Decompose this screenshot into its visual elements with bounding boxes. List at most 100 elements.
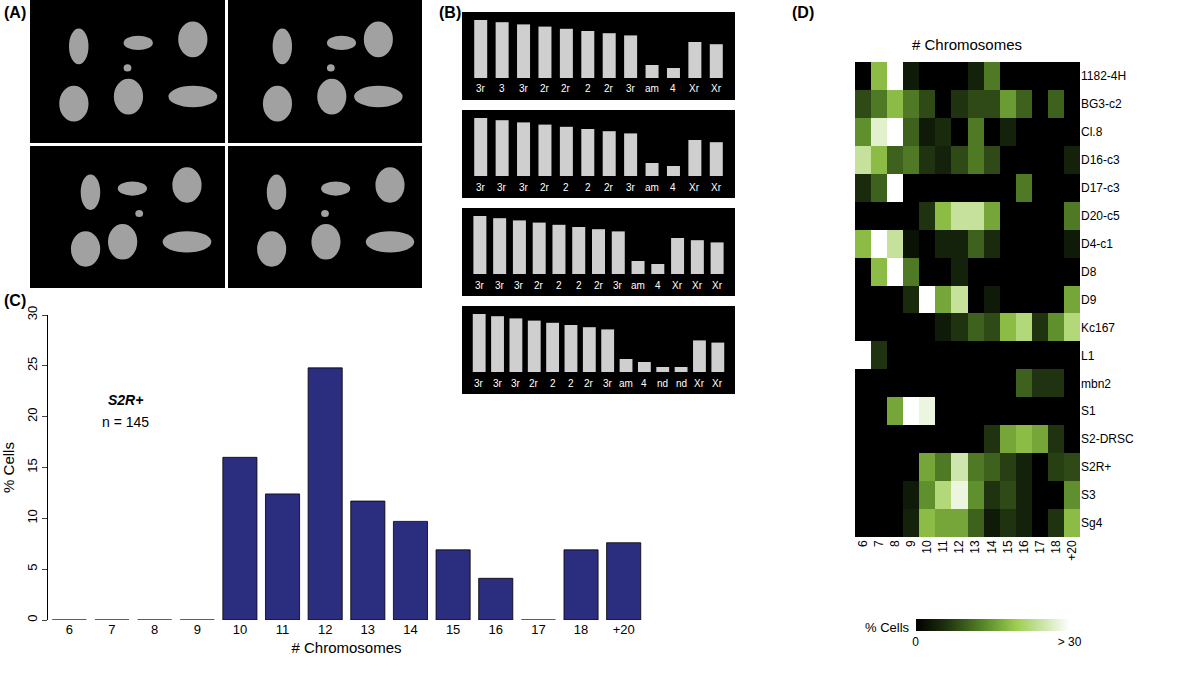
- svg-text:14: 14: [985, 540, 999, 554]
- svg-text:2r: 2r: [534, 280, 544, 291]
- svg-text:9: 9: [194, 622, 201, 637]
- svg-text:2: 2: [556, 280, 562, 291]
- svg-text:(A): (A): [4, 4, 26, 21]
- svg-text:13: 13: [361, 622, 375, 637]
- svg-text:30: 30: [25, 306, 40, 320]
- svg-text:2r: 2r: [529, 378, 539, 389]
- svg-text:3r: 3r: [495, 280, 505, 291]
- svg-text:2: 2: [585, 83, 591, 94]
- svg-text:S2R+: S2R+: [1081, 460, 1111, 474]
- svg-text:S2-DRSC: S2-DRSC: [1081, 432, 1134, 446]
- svg-text:am: am: [631, 280, 645, 291]
- svg-text:Xr: Xr: [692, 280, 703, 291]
- svg-text:2: 2: [585, 182, 591, 193]
- svg-text:3r: 3r: [497, 182, 507, 193]
- svg-text:2: 2: [563, 182, 569, 193]
- svg-text:2r: 2r: [604, 182, 614, 193]
- svg-text:3r: 3r: [475, 280, 485, 291]
- svg-text:Xr: Xr: [689, 83, 700, 94]
- svg-text:15: 15: [1001, 540, 1015, 554]
- svg-text:1182-4H: 1182-4H: [1081, 69, 1126, 83]
- svg-text:Xr: Xr: [711, 83, 722, 94]
- svg-text:3r: 3r: [603, 378, 613, 389]
- svg-text:15: 15: [446, 622, 460, 637]
- svg-text:3r: 3r: [511, 378, 521, 389]
- svg-text:6: 6: [66, 622, 73, 637]
- svg-text:n = 145: n = 145: [102, 414, 149, 430]
- svg-text:Sg4: Sg4: [1081, 516, 1103, 530]
- svg-text:2r: 2r: [604, 83, 614, 94]
- svg-text:9: 9: [904, 540, 918, 547]
- svg-text:4: 4: [670, 83, 676, 94]
- svg-text:14: 14: [403, 622, 417, 637]
- svg-text:3r: 3r: [476, 182, 486, 193]
- svg-text:12: 12: [318, 622, 332, 637]
- svg-text:2r: 2r: [540, 182, 550, 193]
- svg-text:(C): (C): [4, 292, 26, 309]
- svg-text:Xr: Xr: [712, 378, 723, 389]
- svg-text:Xr: Xr: [712, 280, 723, 291]
- svg-text:20: 20: [25, 407, 40, 421]
- svg-text:mbn2: mbn2: [1081, 377, 1111, 391]
- svg-text:18: 18: [1049, 540, 1063, 554]
- svg-text:# Chromosomes: # Chromosomes: [912, 36, 1022, 53]
- svg-text:2r: 2r: [594, 280, 604, 291]
- svg-text:2: 2: [550, 378, 556, 389]
- svg-text:3r: 3r: [626, 83, 636, 94]
- svg-text:8: 8: [151, 622, 158, 637]
- svg-text:+20: +20: [1065, 540, 1079, 561]
- svg-text:Xr: Xr: [694, 378, 705, 389]
- svg-text:6: 6: [856, 540, 870, 547]
- svg-text:D16-c3: D16-c3: [1081, 153, 1120, 167]
- svg-text:Kc167: Kc167: [1081, 321, 1115, 335]
- svg-text:3r: 3r: [514, 280, 524, 291]
- svg-text:2r: 2r: [540, 83, 550, 94]
- svg-text:am: am: [619, 378, 633, 389]
- svg-text:3r: 3r: [493, 378, 503, 389]
- svg-text:16: 16: [1017, 540, 1031, 554]
- svg-text:15: 15: [25, 458, 40, 472]
- svg-text:S2R+: S2R+: [108, 392, 143, 408]
- svg-text:L1: L1: [1081, 349, 1095, 363]
- svg-text:17: 17: [531, 622, 545, 637]
- svg-text:7: 7: [872, 540, 886, 547]
- svg-text:Cl.8: Cl.8: [1081, 125, 1103, 139]
- svg-text:11: 11: [276, 622, 290, 637]
- svg-text:13: 13: [968, 540, 982, 554]
- svg-text:2r: 2r: [561, 83, 571, 94]
- svg-text:D20-c5: D20-c5: [1081, 209, 1120, 223]
- svg-text:4: 4: [670, 182, 676, 193]
- svg-text:0: 0: [25, 614, 40, 621]
- svg-text:5: 5: [25, 564, 40, 571]
- svg-text:> 30: > 30: [1058, 635, 1082, 649]
- svg-text:4: 4: [655, 280, 661, 291]
- svg-text:nd: nd: [657, 378, 668, 389]
- svg-text:18: 18: [574, 622, 588, 637]
- svg-text:2r: 2r: [584, 378, 594, 389]
- svg-text:12: 12: [952, 540, 966, 554]
- svg-text:10: 10: [233, 622, 247, 637]
- svg-text:nd: nd: [676, 378, 687, 389]
- svg-text:2: 2: [576, 280, 582, 291]
- svg-text:3r: 3r: [519, 182, 529, 193]
- svg-text:3: 3: [499, 83, 505, 94]
- svg-text:% Cells: % Cells: [0, 442, 17, 493]
- svg-text:2: 2: [568, 378, 574, 389]
- svg-text:3r: 3r: [519, 83, 529, 94]
- svg-text:BG3-c2: BG3-c2: [1081, 97, 1122, 111]
- svg-text:0: 0: [912, 635, 919, 649]
- svg-text:10: 10: [920, 540, 934, 554]
- svg-text:(B): (B): [439, 4, 461, 21]
- svg-text:D8: D8: [1081, 265, 1097, 279]
- svg-text:am: am: [645, 83, 659, 94]
- svg-text:17: 17: [1033, 540, 1047, 554]
- svg-text:# Chromosomes: # Chromosomes: [291, 639, 401, 656]
- svg-text:(D): (D): [792, 4, 814, 21]
- svg-text:S1: S1: [1081, 404, 1096, 418]
- svg-text:4: 4: [641, 378, 647, 389]
- svg-text:7: 7: [108, 622, 115, 637]
- svg-text:16: 16: [489, 622, 503, 637]
- svg-text:3r: 3r: [474, 378, 484, 389]
- svg-text:+20: +20: [613, 622, 635, 637]
- svg-text:3r: 3r: [613, 280, 623, 291]
